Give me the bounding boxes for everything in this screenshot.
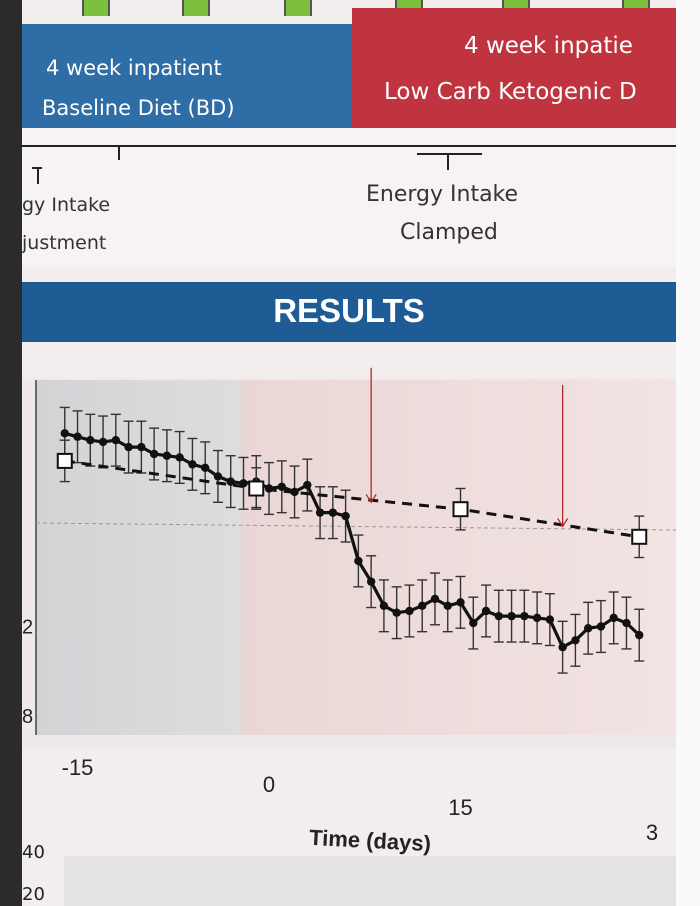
filled-circle-marker	[213, 472, 223, 481]
filled-circle-marker	[558, 643, 567, 652]
filled-circle-marker	[303, 480, 312, 490]
filled-circle-marker	[418, 601, 427, 610]
filled-circle-marker	[405, 606, 414, 616]
filled-circle-marker	[609, 613, 618, 623]
results-banner: RESULTS	[22, 282, 676, 342]
ketogenic-period-shading	[241, 380, 676, 735]
filled-circle-marker	[290, 487, 299, 497]
x-tick-label: 0	[263, 772, 275, 797]
x-tick-label: 15	[448, 795, 472, 820]
filled-circle-marker	[188, 460, 197, 469]
x-axis-label: Time (days)	[309, 825, 432, 856]
ketogenic-diet-panel: 4 week inpatie Low Carb Ketogenic D	[352, 8, 676, 128]
filled-circle-marker	[635, 630, 644, 640]
ketogenic-panel-line1: 4 week inpatie	[464, 33, 633, 59]
photo-edge	[676, 0, 700, 906]
baseline-panel-line1: 4 week inpatient	[46, 56, 222, 80]
timeline-brackets	[22, 145, 676, 184]
footer-panel	[64, 856, 676, 906]
baseline-diet-panel: 4 week inpatient Baseline Diet (BD)	[22, 24, 352, 128]
filled-circle-marker	[532, 613, 542, 623]
filled-circle-marker	[175, 453, 184, 462]
filled-circle-marker	[571, 636, 580, 645]
intake-adjustment-label-line2: justment	[22, 232, 107, 254]
results-title: RESULTS	[273, 292, 425, 329]
filled-circle-marker	[430, 594, 440, 604]
filled-circle-marker	[507, 611, 516, 621]
open-square-marker	[452, 501, 469, 518]
filled-circle-marker	[200, 463, 210, 472]
filled-circle-marker	[111, 436, 121, 445]
filled-circle-marker	[366, 577, 376, 586]
reference-line	[35, 522, 676, 531]
solid-series-line	[64, 431, 641, 650]
filled-circle-marker	[622, 618, 631, 628]
filled-circle-marker	[341, 511, 350, 521]
filled-circle-marker	[277, 482, 286, 491]
intake-adjustment-label-line1: gy Intake	[22, 194, 111, 216]
filled-circle-marker	[149, 449, 159, 459]
filled-circle-marker	[137, 442, 146, 452]
dashed-series-line	[64, 459, 640, 539]
filled-circle-marker	[60, 429, 69, 438]
weight-change-chart: -15 0 15 3 2 8 Time (days)	[22, 367, 676, 856]
filled-circle-marker	[226, 477, 235, 486]
filled-circle-marker	[86, 436, 95, 445]
x-tick-label: -15	[62, 755, 94, 780]
filled-circle-marker	[494, 611, 504, 621]
annotation-arrowhead	[365, 493, 377, 504]
open-square-marker	[248, 480, 265, 497]
filled-circle-marker	[456, 598, 465, 607]
filled-circle-marker	[545, 615, 555, 624]
energy-intake-clamped-line1: Energy Intake	[366, 182, 519, 207]
filled-circle-marker	[354, 556, 363, 566]
baseline-panel-line2: Baseline Diet (BD)	[42, 96, 235, 120]
filled-circle-marker	[162, 451, 172, 460]
filled-circle-marker	[481, 606, 491, 616]
energy-intake-clamped-line2: Clamped	[400, 220, 498, 245]
y-tick-label: 2	[22, 617, 33, 639]
top-green-bar	[284, 0, 312, 16]
poster: 4 week inpatient Baseline Diet (BD) 4 we…	[22, 0, 676, 906]
baseline-period-shading	[36, 380, 241, 735]
filled-circle-marker	[443, 601, 452, 610]
footer-number-20: 20	[22, 884, 45, 905]
open-square-marker	[56, 452, 73, 469]
top-green-bar	[182, 0, 210, 16]
timeline-section: gy Intake justment Energy Intake Clamped	[22, 128, 676, 268]
footer-number-40: 40	[22, 842, 45, 863]
filled-circle-marker	[583, 624, 593, 633]
filled-circle-marker	[469, 618, 478, 628]
filled-circle-marker	[392, 608, 401, 617]
annotation-arrowhead	[557, 518, 569, 528]
filled-circle-marker	[73, 432, 82, 441]
ketogenic-panel-line2: Low Carb Ketogenic D	[384, 79, 637, 105]
open-square-marker	[631, 528, 648, 545]
filled-circle-marker	[328, 508, 338, 517]
y-tick-label: 8	[22, 706, 33, 728]
filled-circle-marker	[315, 508, 325, 517]
filled-circle-marker	[379, 601, 389, 610]
top-green-bar	[82, 0, 110, 16]
filled-circle-marker	[124, 442, 133, 452]
x-tick-label: 3	[646, 820, 658, 845]
filled-circle-marker	[98, 437, 108, 447]
filled-circle-marker	[596, 622, 606, 631]
filled-circle-marker	[520, 611, 529, 621]
